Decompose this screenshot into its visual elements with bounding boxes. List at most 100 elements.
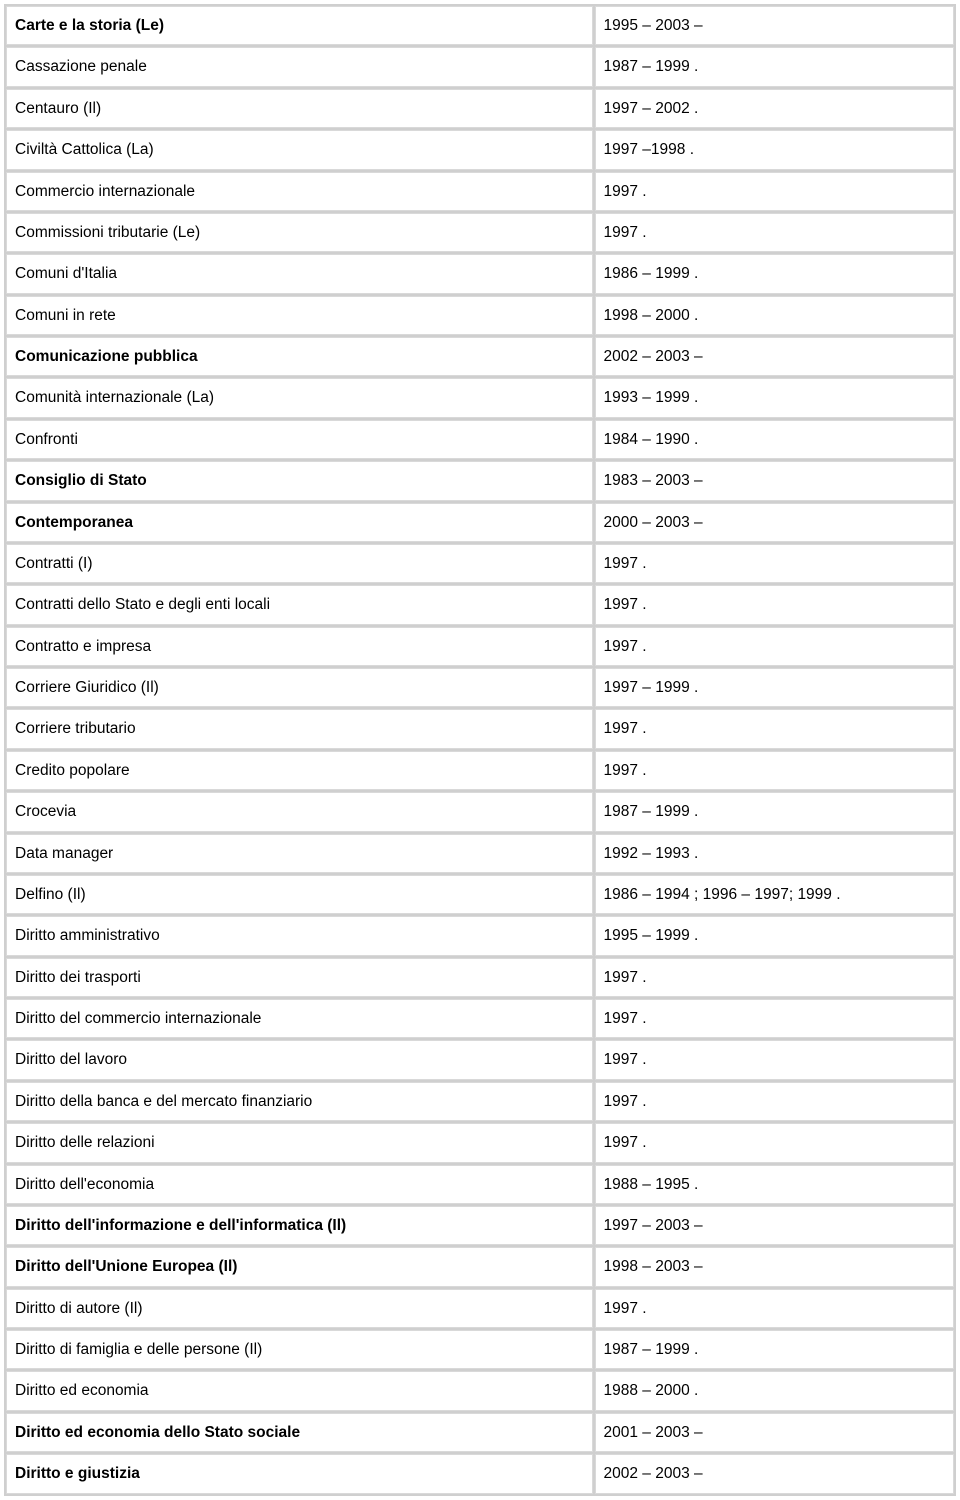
table-row: Confronti1984 – 1990 . <box>6 420 954 459</box>
table-row: Diritto ed economia dello Stato sociale2… <box>6 1413 954 1452</box>
periodical-title-cell: Contratti (I) <box>6 544 593 583</box>
periodical-title-cell: Diritto delle relazioni <box>6 1123 593 1162</box>
table-row: Diritto del commercio internazionale1997… <box>6 999 954 1038</box>
table-row: Credito popolare1997 . <box>6 751 954 790</box>
table-row: Diritto dei trasporti1997 . <box>6 958 954 997</box>
periodical-title-cell: Centauro (Il) <box>6 89 593 128</box>
periodical-title-cell: Diritto dell'economia <box>6 1165 593 1204</box>
periodical-title-cell: Diritto dei trasporti <box>6 958 593 997</box>
periodical-years-cell: 2000 – 2003 – <box>595 503 954 542</box>
periodical-years-cell: 1986 – 1999 . <box>595 254 954 293</box>
table-row: Comunità internazionale (La)1993 – 1999 … <box>6 378 954 417</box>
periodical-years-cell: 2002 – 2003 – <box>595 337 954 376</box>
periodical-years-cell: 1988 – 2000 . <box>595 1371 954 1410</box>
periodical-years-cell: 1997 . <box>595 751 954 790</box>
periodical-title-cell: Crocevia <box>6 792 593 831</box>
table-row: Comunicazione pubblica2002 – 2003 – <box>6 337 954 376</box>
periodical-years-cell: 1987 – 1999 . <box>595 1330 954 1369</box>
table-row: Comuni d'Italia1986 – 1999 . <box>6 254 954 293</box>
periodical-years-cell: 1997 . <box>595 1289 954 1328</box>
periodical-title-cell: Diritto della banca e del mercato finanz… <box>6 1082 593 1121</box>
table-row: Commercio internazionale1997 . <box>6 172 954 211</box>
periodical-title-cell: Diritto e giustizia <box>6 1454 593 1493</box>
periodical-years-cell: 1987 – 1999 . <box>595 792 954 831</box>
periodical-years-cell: 1998 – 2000 . <box>595 296 954 335</box>
periodical-title-cell: Diritto ed economia <box>6 1371 593 1410</box>
periodical-title-cell: Consiglio di Stato <box>6 461 593 500</box>
periodicals-table-body: Carte e la storia (Le)1995 – 2003 –Cassa… <box>6 6 954 1494</box>
periodical-title-cell: Diritto del lavoro <box>6 1040 593 1079</box>
table-row: Corriere Giuridico (Il)1997 – 1999 . <box>6 668 954 707</box>
table-row: Commissioni tributarie (Le)1997 . <box>6 213 954 252</box>
table-row: Diritto della banca e del mercato finanz… <box>6 1082 954 1121</box>
table-row: Delfino (Il)1986 – 1994 ; 1996 – 1997; 1… <box>6 875 954 914</box>
periodical-title-cell: Cassazione penale <box>6 47 593 86</box>
periodical-title-cell: Comuni d'Italia <box>6 254 593 293</box>
periodical-years-cell: 1997 . <box>595 585 954 624</box>
periodical-years-cell: 1997 . <box>595 999 954 1038</box>
periodical-years-cell: 1988 – 1995 . <box>595 1165 954 1204</box>
table-row: Centauro (Il)1997 – 2002 . <box>6 89 954 128</box>
periodical-years-cell: 1997 – 2002 . <box>595 89 954 128</box>
periodical-years-cell: 1998 – 2003 – <box>595 1247 954 1286</box>
periodical-years-cell: 1997 . <box>595 627 954 666</box>
table-row: Contratti dello Stato e degli enti local… <box>6 585 954 624</box>
table-row: Diritto amministrativo1995 – 1999 . <box>6 916 954 955</box>
periodical-title-cell: Comunicazione pubblica <box>6 337 593 376</box>
periodicals-table: Carte e la storia (Le)1995 – 2003 –Cassa… <box>4 4 956 1496</box>
table-row: Consiglio di Stato1983 – 2003 – <box>6 461 954 500</box>
table-row: Diritto di famiglia e delle persone (Il)… <box>6 1330 954 1369</box>
table-row: Diritto dell'economia1988 – 1995 . <box>6 1165 954 1204</box>
table-row: Diritto del lavoro1997 . <box>6 1040 954 1079</box>
table-row: Diritto dell'informazione e dell'informa… <box>6 1206 954 1245</box>
periodical-title-cell: Diritto dell'informazione e dell'informa… <box>6 1206 593 1245</box>
table-row: Diritto ed economia1988 – 2000 . <box>6 1371 954 1410</box>
periodical-title-cell: Diritto del commercio internazionale <box>6 999 593 1038</box>
periodical-title-cell: Diritto di famiglia e delle persone (Il) <box>6 1330 593 1369</box>
periodical-title-cell: Delfino (Il) <box>6 875 593 914</box>
periodical-years-cell: 1997 –1998 . <box>595 130 954 169</box>
periodical-title-cell: Diritto ed economia dello Stato sociale <box>6 1413 593 1452</box>
periodical-years-cell: 1997 . <box>595 958 954 997</box>
table-row: Contemporanea2000 – 2003 – <box>6 503 954 542</box>
periodical-years-cell: 1997 . <box>595 709 954 748</box>
periodical-years-cell: 1983 – 2003 – <box>595 461 954 500</box>
periodical-title-cell: Corriere Giuridico (Il) <box>6 668 593 707</box>
periodical-years-cell: 1992 – 1993 . <box>595 834 954 873</box>
periodical-title-cell: Diritto di autore (Il) <box>6 1289 593 1328</box>
periodical-years-cell: 1987 – 1999 . <box>595 47 954 86</box>
periodical-years-cell: 1997 . <box>595 213 954 252</box>
periodical-title-cell: Carte e la storia (Le) <box>6 6 593 45</box>
periodical-years-cell: 1986 – 1994 ; 1996 – 1997; 1999 . <box>595 875 954 914</box>
periodical-title-cell: Credito popolare <box>6 751 593 790</box>
table-row: Diritto delle relazioni1997 . <box>6 1123 954 1162</box>
periodical-title-cell: Comunità internazionale (La) <box>6 378 593 417</box>
periodical-years-cell: 1997 . <box>595 1123 954 1162</box>
periodical-title-cell: Diritto dell'Unione Europea (Il) <box>6 1247 593 1286</box>
table-row: Data manager1992 – 1993 . <box>6 834 954 873</box>
periodical-years-cell: 2002 – 2003 – <box>595 1454 954 1493</box>
periodical-title-cell: Civiltà Cattolica (La) <box>6 130 593 169</box>
periodical-years-cell: 1997 . <box>595 172 954 211</box>
table-row: Contratto e impresa1997 . <box>6 627 954 666</box>
table-row: Diritto di autore (Il)1997 . <box>6 1289 954 1328</box>
periodical-years-cell: 1984 – 1990 . <box>595 420 954 459</box>
table-row: Corriere tributario1997 . <box>6 709 954 748</box>
table-row: Carte e la storia (Le)1995 – 2003 – <box>6 6 954 45</box>
periodical-years-cell: 1997 . <box>595 1082 954 1121</box>
table-row: Comuni in rete1998 – 2000 . <box>6 296 954 335</box>
table-row: Diritto dell'Unione Europea (Il)1998 – 2… <box>6 1247 954 1286</box>
periodical-years-cell: 1997 – 2003 – <box>595 1206 954 1245</box>
periodical-years-cell: 1993 – 1999 . <box>595 378 954 417</box>
periodical-years-cell: 1997 . <box>595 1040 954 1079</box>
periodical-years-cell: 1995 – 1999 . <box>595 916 954 955</box>
periodical-years-cell: 1997 – 1999 . <box>595 668 954 707</box>
table-row: Diritto e giustizia2002 – 2003 – <box>6 1454 954 1493</box>
periodical-title-cell: Contemporanea <box>6 503 593 542</box>
periodical-years-cell: 2001 – 2003 – <box>595 1413 954 1452</box>
periodical-title-cell: Confronti <box>6 420 593 459</box>
periodical-years-cell: 1997 . <box>595 544 954 583</box>
periodical-title-cell: Diritto amministrativo <box>6 916 593 955</box>
periodical-title-cell: Comuni in rete <box>6 296 593 335</box>
table-row: Cassazione penale1987 – 1999 . <box>6 47 954 86</box>
